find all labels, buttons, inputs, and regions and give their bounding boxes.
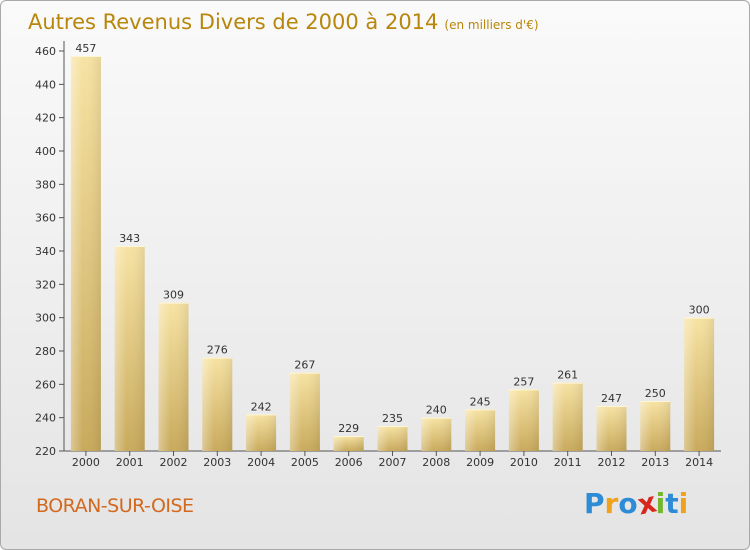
x-tick-label: 2011 xyxy=(554,456,582,469)
bar-value-label: 343 xyxy=(119,232,140,245)
x-tick-label: 2007 xyxy=(379,456,407,469)
x-tick-label: 2009 xyxy=(466,456,494,469)
logo-letter: i xyxy=(678,487,689,520)
bar-value-label: 245 xyxy=(470,395,491,408)
y-tick-label: 440 xyxy=(35,78,56,91)
chart-subtitle: (en milliers d'€) xyxy=(444,18,539,32)
bar-value-label: 257 xyxy=(513,375,534,388)
town-name: BORAN-SUR-OISE xyxy=(36,495,194,517)
x-tick-label: 2010 xyxy=(510,456,538,469)
bar-shade-2007 xyxy=(377,426,408,451)
bar-value-label: 240 xyxy=(426,404,447,417)
bar-shade-2003 xyxy=(202,357,233,451)
x-tick-label: 2013 xyxy=(641,456,669,469)
x-tick-label: 2012 xyxy=(598,456,626,469)
bar-value-label: 247 xyxy=(601,392,622,405)
y-tick-label: 280 xyxy=(35,345,56,358)
y-tick-label: 240 xyxy=(35,412,56,425)
x-tick-label: 2004 xyxy=(247,456,275,469)
x-tick-label: 2001 xyxy=(116,456,144,469)
y-tick-label: 340 xyxy=(35,245,56,258)
bar-value-label: 235 xyxy=(382,412,403,425)
chart-title-text: Autres Revenus Divers de 2000 à 2014 xyxy=(28,10,439,34)
bar-shade-2011 xyxy=(552,382,583,451)
logo-letter: o xyxy=(618,487,638,520)
y-tick-label: 360 xyxy=(35,212,56,225)
x-tick-label: 2014 xyxy=(685,456,713,469)
y-tick-label: 400 xyxy=(35,145,56,158)
bar-value-label: 250 xyxy=(645,387,666,400)
proxiti-logo: Proxiti xyxy=(584,485,689,521)
bar-value-label: 300 xyxy=(689,304,710,317)
bar-shade-2004 xyxy=(246,414,277,451)
bar-shade-2000 xyxy=(70,56,101,451)
bar-shade-2006 xyxy=(333,436,364,451)
bar-shade-2002 xyxy=(158,302,189,451)
logo-letter: t xyxy=(665,487,679,520)
y-tick-label: 460 xyxy=(35,45,56,58)
bar-shade-2012 xyxy=(596,406,627,451)
x-axis: 2000 2001 2002 2003 2004 2005 2006 2007 2008 2009… xyxy=(64,450,721,469)
y-tick-label: 260 xyxy=(35,378,56,391)
x-tick-label: 2003 xyxy=(203,456,231,469)
bar-value-label: 276 xyxy=(207,344,228,357)
logo-letter: r xyxy=(604,487,619,520)
bar-shade-2010 xyxy=(508,389,539,451)
bar-shade-2009 xyxy=(465,409,496,451)
bars: 457 343 309 276 242 267 229 235 240 245 257 261 247 2… xyxy=(70,42,715,451)
bar-shade-2008 xyxy=(421,417,452,451)
y-axis: 220 240 260 280 300 320 340 360 380 400 420 440 460 xyxy=(35,41,65,458)
bar-value-label: 267 xyxy=(294,359,315,372)
y-tick-label: 420 xyxy=(35,112,56,125)
chart-title: Autres Revenus Divers de 2000 à 2014 (en … xyxy=(28,10,539,34)
y-tick-label: 320 xyxy=(35,278,56,291)
bar-shade-2001 xyxy=(114,246,145,451)
bar-value-label: 229 xyxy=(338,422,359,435)
bar-value-label: 309 xyxy=(163,289,184,302)
logo-letter: i xyxy=(655,487,666,520)
y-tick-label: 300 xyxy=(35,312,56,325)
bar-shade-2005 xyxy=(289,372,320,451)
x-tick-label: 2000 xyxy=(72,456,100,469)
x-tick-label: 2005 xyxy=(291,456,319,469)
bar-shade-2014 xyxy=(684,317,715,451)
bar-value-label: 261 xyxy=(557,369,578,382)
y-tick-label: 380 xyxy=(35,178,56,191)
x-tick-label: 2006 xyxy=(335,456,363,469)
logo-letter: P xyxy=(584,487,605,520)
x-tick-label: 2002 xyxy=(160,456,188,469)
y-tick-label: 220 xyxy=(35,445,56,458)
bar-value-label: 242 xyxy=(251,400,272,413)
bar-value-label: 457 xyxy=(75,42,96,55)
x-tick-label: 2008 xyxy=(422,456,450,469)
bar-shade-2013 xyxy=(640,401,671,451)
